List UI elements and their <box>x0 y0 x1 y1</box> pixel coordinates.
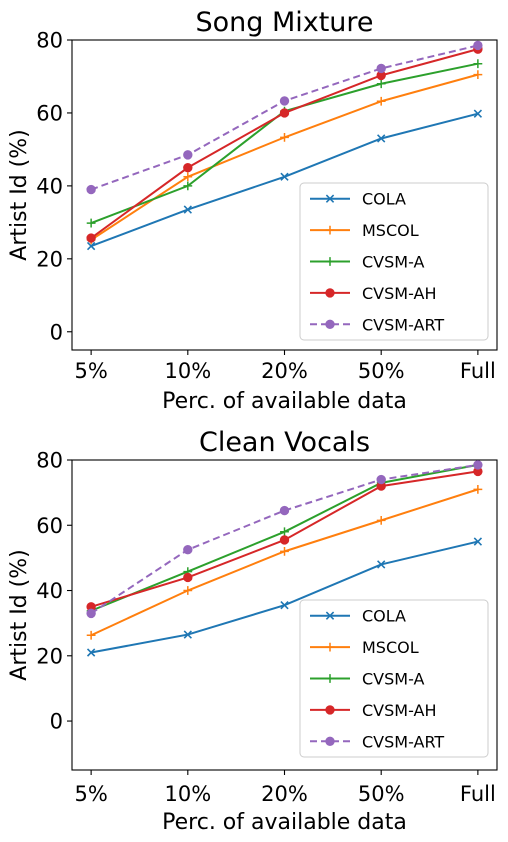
data-point-cvsm-ah <box>86 233 96 243</box>
data-point-cola <box>280 172 289 181</box>
data-point-cola <box>86 241 96 251</box>
chart-panel-clean-vocals: Clean Vocals 0 20 40 60 80 5% 10% 20% 50% Full Perc… <box>7 427 498 835</box>
data-point-cvsm-art <box>376 63 386 74</box>
series-mscol <box>86 484 483 640</box>
data-point-cvsm-a <box>376 79 386 89</box>
x-axis-label: Perc. of available data <box>162 389 407 414</box>
data-point-cola <box>473 537 483 546</box>
data-point-cola <box>377 134 386 143</box>
data-point-mscol <box>86 630 96 640</box>
data-point-cvsm-a <box>183 181 193 191</box>
data-point-cvsm-ah <box>279 108 290 118</box>
data-point-cola <box>86 648 96 657</box>
legend-label-cola: COLA <box>362 190 406 209</box>
data-point-mscol <box>280 132 289 142</box>
y-tick-label: 0 <box>50 320 63 344</box>
data-point-cvsm-ah <box>183 162 193 173</box>
y-tick-label: 80 <box>36 29 63 53</box>
data-point-cvsm-art <box>183 150 193 160</box>
series-cvsm-art <box>86 460 483 619</box>
legend-marker-cvsm-a <box>325 257 335 266</box>
y-tick-label: 0 <box>50 710 63 734</box>
data-point-cola <box>183 205 192 214</box>
x-tick-label: 20% <box>261 359 308 383</box>
legend-label-cvsm-ah: CVSM-AH <box>362 284 436 303</box>
legend-label-cvsm-a: CVSM-A <box>362 253 425 272</box>
data-point-mscol <box>183 586 193 595</box>
legend-label-cvsm-a: CVSM-A <box>362 670 425 689</box>
series-cola <box>86 109 483 251</box>
y-tick-label: 20 <box>36 644 63 668</box>
data-point-mscol <box>280 546 289 556</box>
data-point-cvsm-art <box>473 40 483 51</box>
y-tick-label: 60 <box>36 101 63 125</box>
x-tick-label: Full <box>460 782 496 806</box>
data-point-mscol <box>473 484 483 494</box>
x-tick-label: 20% <box>261 782 308 806</box>
data-point-mscol <box>473 70 483 80</box>
x-tick-label: 5% <box>74 359 107 383</box>
legend-marker-cola <box>325 611 335 620</box>
data-point-cvsm-art <box>86 608 96 619</box>
chart-title: Clean Vocals <box>199 427 370 458</box>
y-tick-label: 80 <box>36 449 63 473</box>
data-point-cola <box>377 560 386 569</box>
legend-marker-mscol <box>325 225 335 235</box>
x-tick-label: 10% <box>164 782 211 806</box>
data-point-cola <box>183 630 192 639</box>
y-tick-label: 20 <box>36 247 63 271</box>
series-cvsm-ah <box>86 466 483 612</box>
chart-panel-song-mixture: Song Mixture 0 20 40 60 80 5% 10% 20% 50% Full Perc… <box>7 7 498 414</box>
legend-marker-cvsm-art <box>325 736 335 746</box>
y-axis-label: Artist Id (%) <box>7 129 32 260</box>
y-tick-label: 60 <box>36 514 63 538</box>
legend-box <box>299 599 489 758</box>
data-point-cvsm-a <box>280 527 289 537</box>
data-point-cvsm-a <box>86 218 96 228</box>
legend-label-cola: COLA <box>362 607 406 626</box>
chart-title: Song Mixture <box>195 7 373 38</box>
legend-marker-cvsm-art <box>325 319 335 329</box>
legend-marker-cvsm-a <box>325 674 335 683</box>
legend-marker-mscol <box>325 642 335 652</box>
legend-marker-cola <box>325 194 335 203</box>
data-point-cvsm-art <box>279 505 290 516</box>
data-point-mscol <box>183 172 193 182</box>
data-point-cvsm-a <box>473 59 483 69</box>
x-tick-label: 50% <box>358 782 405 806</box>
x-tick-label: 10% <box>164 359 211 383</box>
x-tick-label: 5% <box>74 782 107 806</box>
legend: COLA MSCOL CVSM-A CVSM-AH CVSM-ART <box>299 182 489 341</box>
data-point-cvsm-art <box>279 96 290 106</box>
data-point-mscol <box>376 515 386 525</box>
data-point-mscol <box>376 96 386 106</box>
y-tick-label: 40 <box>36 579 63 603</box>
data-point-cvsm-art <box>473 460 483 470</box>
data-point-cvsm-art <box>183 545 193 555</box>
series-cvsm-ah <box>86 44 483 243</box>
data-point-cola <box>473 109 483 118</box>
data-point-cvsm-ah <box>279 535 290 545</box>
y-tick-label: 40 <box>36 174 63 198</box>
legend-marker-cvsm-ah <box>325 705 335 715</box>
y-axis-label: Artist Id (%) <box>7 549 32 680</box>
data-point-cvsm-art <box>86 184 96 195</box>
legend-box <box>299 182 489 341</box>
legend-label-mscol: MSCOL <box>362 221 419 240</box>
legend-label-cvsm-art: CVSM-ART <box>362 732 444 751</box>
x-tick-label: 50% <box>358 359 405 383</box>
legend: COLA MSCOL CVSM-A CVSM-AH CVSM-ART <box>299 599 489 758</box>
legend-marker-cvsm-ah <box>325 288 335 298</box>
x-tick-label: Full <box>460 359 496 383</box>
legend-label-cvsm-ah: CVSM-AH <box>362 701 436 720</box>
series-cvsm-art <box>86 40 483 195</box>
series-cola <box>86 537 483 657</box>
x-axis-label: Perc. of available data <box>162 810 407 835</box>
data-point-cola <box>280 601 289 610</box>
data-point-cvsm-ah <box>183 572 193 583</box>
legend-label-cvsm-art: CVSM-ART <box>362 315 444 334</box>
legend-label-mscol: MSCOL <box>362 638 419 657</box>
data-point-cvsm-art <box>376 474 386 485</box>
